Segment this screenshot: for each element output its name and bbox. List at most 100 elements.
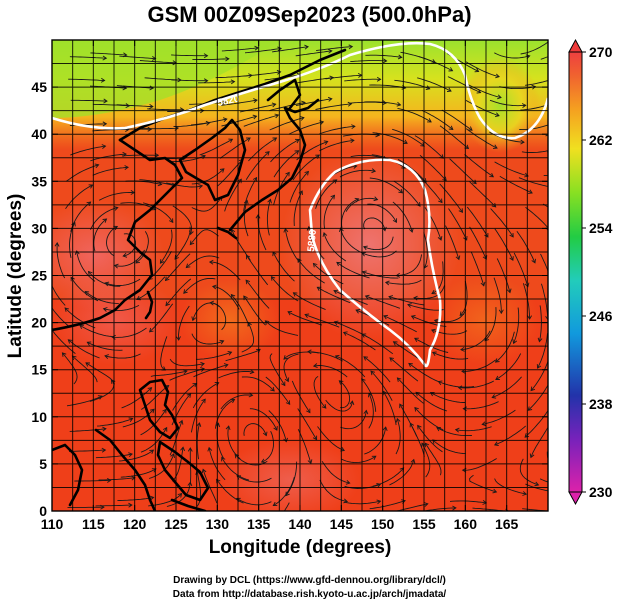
streamline-arrow (454, 427, 460, 433)
streamline (171, 79, 208, 82)
streamline-arrow (495, 375, 500, 380)
x-axis-label: Longitude (degrees) (208, 537, 392, 558)
streamline-arrow (304, 44, 309, 50)
x-tick-label: 110 (41, 516, 64, 532)
lat-lon-grid (52, 40, 548, 511)
streamline-arrow (332, 179, 338, 184)
streamline-arrow (70, 276, 75, 282)
streamline (424, 442, 442, 476)
streamline (56, 242, 66, 279)
streamline (315, 179, 337, 209)
streamline (527, 384, 548, 411)
streamline-arrow (492, 488, 498, 494)
streamline-arrow (97, 395, 103, 400)
streamline (76, 250, 96, 282)
streamline (220, 394, 253, 410)
streamline-arrow (227, 350, 233, 356)
streamline (198, 81, 235, 84)
streamline (285, 461, 298, 496)
streamline (469, 226, 487, 260)
streamline-arrow (101, 447, 107, 453)
streamline (149, 303, 174, 333)
streamline (150, 370, 188, 377)
streamline-arrow (174, 254, 179, 260)
streamline (362, 271, 399, 279)
streamline-arrow (189, 240, 195, 246)
streamline (419, 154, 447, 181)
streamline-arrow (249, 369, 255, 375)
streamline-arrow (491, 202, 497, 208)
streamline-arrow (321, 404, 327, 409)
streamline-arrow (554, 147, 558, 151)
streamline (196, 351, 232, 360)
streamline-arrow (491, 394, 497, 399)
streamline (492, 376, 522, 399)
contour-label-5880: 5880 (306, 229, 319, 253)
streamline-arrow (562, 254, 566, 258)
streamline (369, 500, 406, 510)
streamline-arrow (124, 165, 129, 170)
streamline-arrow (494, 112, 500, 118)
streamline-arrow (198, 184, 204, 189)
streamline-arrow (392, 218, 398, 224)
streamline (69, 428, 106, 432)
streamline-arrow (253, 98, 258, 104)
y-tick-label: 45 (31, 79, 47, 95)
streamline-arrow (209, 300, 215, 306)
streamline-arrow (87, 270, 93, 276)
streamline (469, 181, 497, 208)
x-tick-labels: 110 115 120 125 130 135 140 145 150 155 160 165 (41, 516, 519, 532)
streamline (136, 276, 166, 300)
streamline (264, 320, 299, 336)
streamline (283, 502, 290, 511)
streamline (122, 408, 155, 428)
streamline (513, 307, 520, 344)
streamline-arrow (497, 94, 502, 100)
streamline-arrow (225, 425, 231, 431)
streamline-arrow (200, 367, 205, 372)
streamline (85, 362, 115, 385)
geopotential-contours (52, 41, 548, 368)
streamline-arrow (208, 259, 214, 265)
streamline-arrow (342, 331, 348, 336)
streamline-arrow (94, 163, 100, 169)
streamline (323, 195, 335, 230)
axis-ticks (51, 40, 548, 512)
streamline (192, 58, 229, 60)
streamline (519, 458, 539, 486)
streamline-arrow (203, 53, 209, 59)
streamline-arrow (54, 242, 60, 247)
streamline-arrow (307, 349, 312, 355)
streamline-arrow (122, 252, 128, 258)
streamline (72, 355, 98, 383)
streamline-arrow (196, 422, 202, 427)
streamline-arrow (252, 176, 258, 182)
streamline-arrow (399, 403, 404, 409)
y-tick-label: 25 (31, 268, 47, 284)
streamline-arrow (408, 228, 414, 233)
streamline (423, 232, 428, 269)
streamline (519, 124, 548, 131)
streamline-arrow (442, 176, 447, 182)
streamline (417, 425, 443, 453)
streamline (135, 231, 149, 264)
streamline-arrow (149, 449, 155, 454)
streamline-arrow (294, 150, 300, 155)
streamline (147, 108, 184, 111)
streamline-arrow (200, 361, 205, 367)
streamline (321, 460, 350, 484)
streamline-arrow (164, 276, 170, 282)
streamline-arrow (230, 398, 236, 404)
streamline-arrow (384, 280, 390, 286)
streamline (432, 351, 469, 360)
streamline (392, 201, 413, 233)
streamline-arrow (476, 89, 482, 94)
streamline (441, 109, 473, 131)
contour-5880 (308, 158, 442, 368)
x-tick-label: 160 (454, 516, 478, 532)
streamline-arrow (100, 77, 106, 83)
streamline-arrow (549, 38, 553, 42)
streamline-arrow (265, 151, 270, 156)
streamline (494, 161, 529, 177)
x-tick-label: 150 (371, 516, 395, 532)
